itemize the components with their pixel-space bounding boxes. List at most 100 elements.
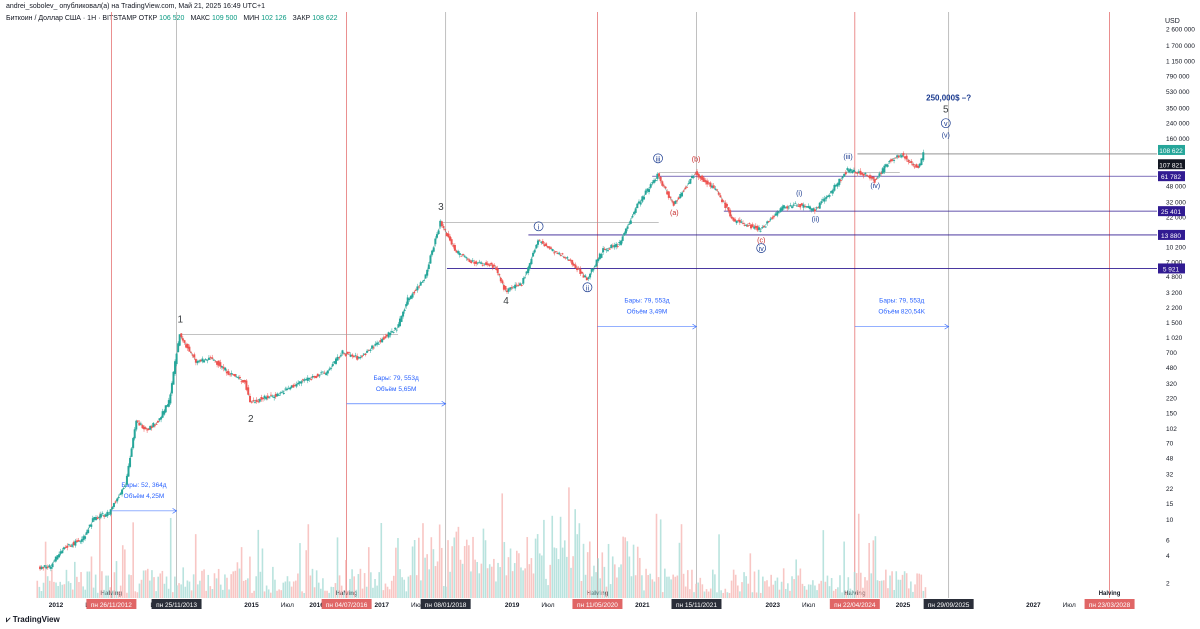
volume-bar bbox=[893, 589, 895, 598]
volume-bar bbox=[261, 548, 264, 598]
candle-body bbox=[281, 391, 284, 393]
volume-bar bbox=[453, 537, 456, 598]
candle-body bbox=[669, 196, 672, 198]
price-tag: 61 782 bbox=[1161, 174, 1181, 181]
candle-body bbox=[206, 360, 209, 362]
candle-body bbox=[190, 352, 193, 354]
candle-body bbox=[247, 387, 250, 395]
volume-bar bbox=[165, 576, 168, 598]
volume-bar bbox=[472, 536, 474, 598]
candle-body bbox=[376, 342, 379, 345]
range-arrowhead bbox=[944, 323, 950, 330]
volume-bar bbox=[153, 577, 155, 598]
candle-body bbox=[240, 381, 243, 383]
candle-body bbox=[556, 253, 559, 254]
y-tick-label: 102 bbox=[1166, 426, 1177, 433]
candle-body bbox=[861, 172, 864, 175]
volume-bar bbox=[249, 556, 251, 598]
volume-bar bbox=[922, 590, 925, 598]
candle-body bbox=[737, 220, 740, 222]
range-volume-label: Объём 820,54K bbox=[878, 308, 925, 316]
candle-body bbox=[838, 178, 841, 185]
candle-body bbox=[697, 173, 700, 178]
candle-body bbox=[372, 347, 375, 349]
candle-body bbox=[717, 192, 720, 195]
candle-body bbox=[282, 392, 285, 395]
candle-body bbox=[907, 160, 910, 162]
candle-body bbox=[56, 555, 59, 560]
candle-body bbox=[686, 186, 689, 188]
candle-body bbox=[876, 177, 879, 179]
volume-bar bbox=[674, 576, 677, 598]
candle-body bbox=[656, 173, 659, 179]
candle-body bbox=[501, 280, 504, 284]
volume-bar bbox=[307, 524, 310, 598]
volume-bar bbox=[197, 584, 199, 598]
candle-body bbox=[460, 255, 463, 257]
candle-body bbox=[852, 169, 855, 172]
candle-body bbox=[637, 201, 640, 204]
volume-bar bbox=[851, 590, 854, 598]
volume-bar bbox=[668, 576, 670, 598]
volume-bar bbox=[611, 556, 614, 598]
volume-bar bbox=[342, 592, 345, 598]
volume-bar bbox=[664, 568, 666, 598]
volume-bar bbox=[234, 570, 237, 598]
candle-body bbox=[158, 418, 161, 421]
date-tag: пн 15/11/2021 bbox=[676, 602, 717, 609]
candle-body bbox=[153, 425, 156, 427]
candle-body bbox=[427, 264, 430, 270]
candle-body bbox=[654, 179, 657, 182]
candle-body bbox=[125, 475, 128, 485]
volume-bar bbox=[776, 577, 779, 598]
candle-body bbox=[674, 200, 677, 204]
x-tick-label: Июл bbox=[541, 602, 554, 609]
candle-body bbox=[440, 221, 443, 226]
date-tag: пн 22/04/2024 bbox=[834, 602, 876, 609]
volume-bar bbox=[745, 576, 747, 598]
volume-bar bbox=[578, 523, 581, 598]
candle-body bbox=[143, 427, 146, 430]
candle-body bbox=[672, 201, 675, 206]
candle-body bbox=[147, 428, 150, 431]
volume-bar bbox=[253, 590, 255, 598]
volume-bar bbox=[720, 590, 722, 598]
candle-body bbox=[626, 226, 629, 229]
volume-bar bbox=[543, 519, 545, 598]
volume-bar bbox=[61, 584, 64, 598]
volume-bar bbox=[843, 541, 845, 598]
volume-bar bbox=[297, 573, 299, 598]
volume-bar bbox=[495, 581, 497, 598]
candle-body bbox=[585, 277, 588, 281]
volume-bar bbox=[493, 558, 495, 598]
candle-body bbox=[371, 345, 374, 349]
volume-bar bbox=[787, 583, 789, 598]
candle-body bbox=[725, 203, 728, 207]
volume-bar bbox=[311, 568, 314, 598]
candle-body bbox=[621, 236, 624, 241]
volume-bar bbox=[626, 541, 629, 598]
volume-bar bbox=[184, 586, 187, 598]
candle-body bbox=[628, 223, 631, 225]
volume-bar bbox=[622, 536, 624, 598]
symbol-name[interactable]: Биткоин / Доллар США · 1Н · BITSTAMP bbox=[6, 15, 137, 22]
volume-bar bbox=[588, 541, 591, 598]
candle-body bbox=[198, 360, 201, 362]
date-tag-bg bbox=[86, 599, 137, 609]
volume-bar bbox=[595, 572, 597, 598]
volume-bar bbox=[236, 562, 239, 598]
volume-bar bbox=[801, 583, 804, 598]
volume-bar bbox=[505, 575, 508, 598]
volume-bar bbox=[887, 588, 889, 598]
candle-body bbox=[553, 252, 556, 254]
volume-bar bbox=[455, 531, 458, 598]
candle-body bbox=[212, 359, 215, 361]
y-tick-label: 1 150 000 bbox=[1166, 59, 1195, 66]
halving-label: Halving bbox=[1099, 591, 1121, 597]
ohlc-label: МИН bbox=[243, 15, 260, 22]
candle-body bbox=[543, 244, 546, 247]
tradingview-brand[interactable]: ⩗ TradingView bbox=[6, 615, 60, 625]
candle-body bbox=[331, 364, 334, 367]
candle-body bbox=[536, 240, 539, 245]
